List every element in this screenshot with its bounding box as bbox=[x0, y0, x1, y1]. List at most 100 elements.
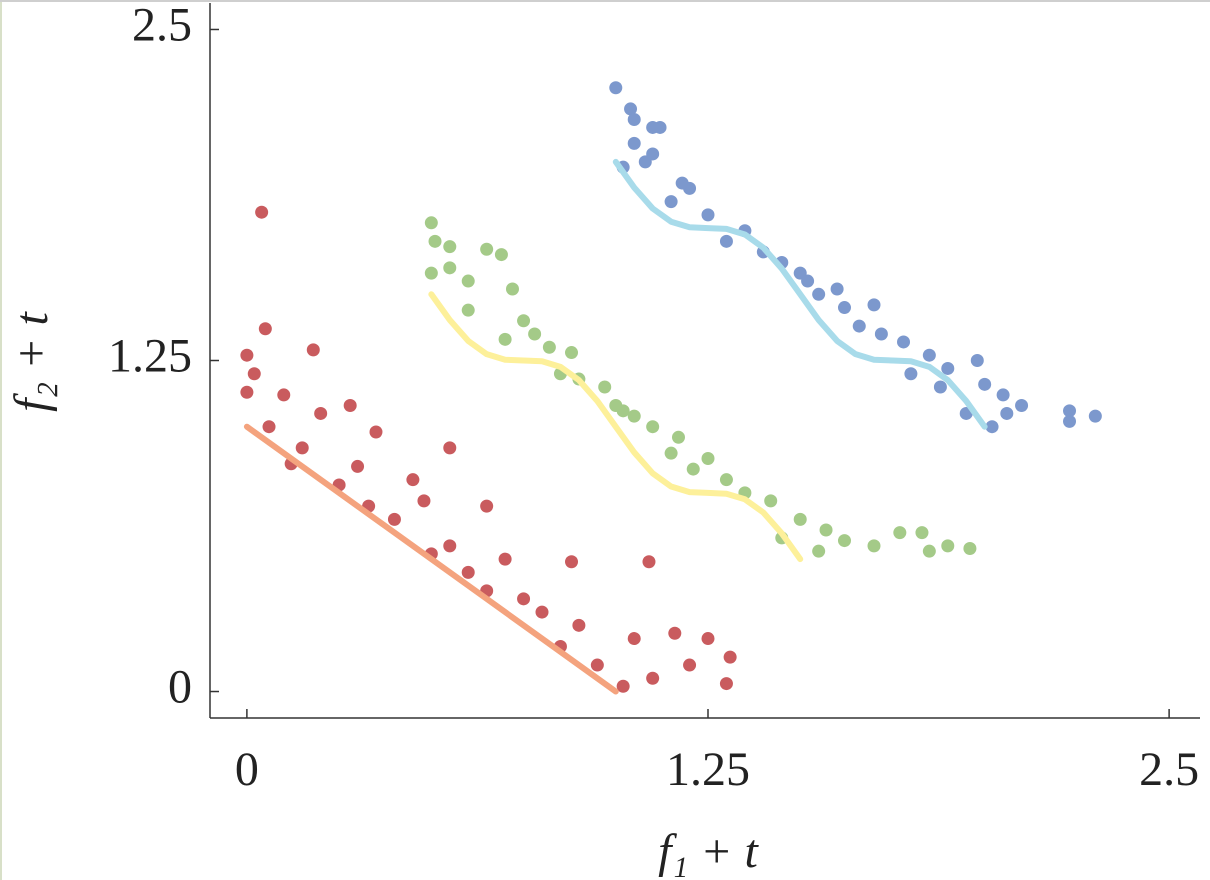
x-tick-label: 1.25 bbox=[666, 743, 750, 796]
point bbox=[893, 526, 907, 540]
x-tick-label: 0 bbox=[235, 743, 259, 796]
point bbox=[996, 388, 1010, 402]
point bbox=[941, 539, 955, 553]
point bbox=[406, 473, 420, 487]
point bbox=[719, 677, 733, 691]
point bbox=[387, 512, 401, 526]
point bbox=[424, 216, 438, 230]
point bbox=[498, 332, 512, 346]
point bbox=[424, 266, 438, 280]
point bbox=[915, 526, 929, 540]
point bbox=[627, 632, 641, 646]
point bbox=[933, 380, 947, 394]
point bbox=[1015, 399, 1029, 413]
point bbox=[1000, 406, 1014, 420]
point bbox=[764, 494, 778, 508]
point bbox=[542, 340, 556, 354]
front-line bbox=[243, 423, 619, 695]
point bbox=[675, 176, 689, 190]
point bbox=[240, 385, 254, 399]
point bbox=[664, 446, 678, 460]
point bbox=[609, 81, 623, 95]
point bbox=[590, 658, 604, 672]
point bbox=[638, 155, 652, 169]
point bbox=[668, 626, 682, 640]
front-line bbox=[612, 158, 988, 430]
point bbox=[535, 605, 549, 619]
point bbox=[646, 420, 660, 434]
point bbox=[701, 632, 715, 646]
point bbox=[624, 102, 638, 116]
point bbox=[922, 544, 936, 558]
point bbox=[812, 544, 826, 558]
point bbox=[443, 441, 457, 455]
y-tick-label: 0 bbox=[168, 661, 192, 714]
point bbox=[528, 327, 542, 341]
point bbox=[627, 409, 641, 423]
point bbox=[517, 314, 531, 328]
point bbox=[461, 565, 475, 579]
point bbox=[295, 441, 309, 455]
point bbox=[240, 348, 254, 362]
y-tick-label: 2.5 bbox=[132, 0, 192, 51]
point bbox=[494, 248, 508, 262]
point bbox=[897, 335, 911, 349]
point bbox=[247, 367, 261, 381]
point bbox=[343, 399, 357, 413]
point bbox=[565, 346, 579, 360]
y-axis-label: f₂ + t bbox=[5, 310, 58, 411]
point bbox=[1063, 404, 1077, 418]
point bbox=[461, 274, 475, 288]
point bbox=[627, 136, 641, 150]
point bbox=[963, 542, 977, 556]
point bbox=[793, 512, 807, 526]
point bbox=[852, 319, 866, 333]
point bbox=[428, 234, 442, 248]
point bbox=[616, 679, 630, 693]
point bbox=[970, 354, 984, 367]
point bbox=[723, 650, 737, 664]
y-tick-label: 1.25 bbox=[108, 330, 192, 383]
point bbox=[671, 430, 685, 444]
point bbox=[627, 113, 641, 127]
point bbox=[867, 539, 881, 553]
point bbox=[498, 552, 512, 566]
point bbox=[819, 523, 833, 537]
point bbox=[480, 499, 494, 513]
point bbox=[701, 451, 715, 465]
point bbox=[904, 367, 918, 381]
point bbox=[837, 301, 851, 315]
front-line bbox=[428, 291, 804, 563]
point bbox=[314, 406, 328, 420]
point bbox=[417, 494, 431, 508]
point bbox=[874, 327, 888, 341]
point bbox=[351, 459, 365, 473]
point bbox=[262, 420, 276, 434]
x-tick-label: 2.5 bbox=[1139, 743, 1199, 796]
point bbox=[505, 282, 519, 296]
point bbox=[867, 298, 881, 312]
point bbox=[1063, 414, 1077, 428]
point bbox=[1088, 409, 1102, 423]
point bbox=[306, 343, 320, 357]
point bbox=[609, 399, 623, 413]
point bbox=[701, 208, 715, 222]
point bbox=[646, 671, 660, 685]
point bbox=[683, 658, 697, 672]
point bbox=[686, 462, 700, 476]
point bbox=[461, 303, 475, 317]
point bbox=[978, 377, 992, 391]
point bbox=[941, 361, 955, 375]
point bbox=[812, 287, 826, 301]
point bbox=[719, 473, 733, 487]
point bbox=[517, 592, 531, 606]
point bbox=[830, 282, 844, 296]
point bbox=[565, 555, 579, 569]
point bbox=[277, 388, 291, 402]
point bbox=[985, 420, 999, 434]
point bbox=[664, 195, 678, 209]
point bbox=[642, 555, 656, 569]
x-axis-label: f₁ + t bbox=[658, 825, 759, 878]
point bbox=[255, 205, 269, 219]
